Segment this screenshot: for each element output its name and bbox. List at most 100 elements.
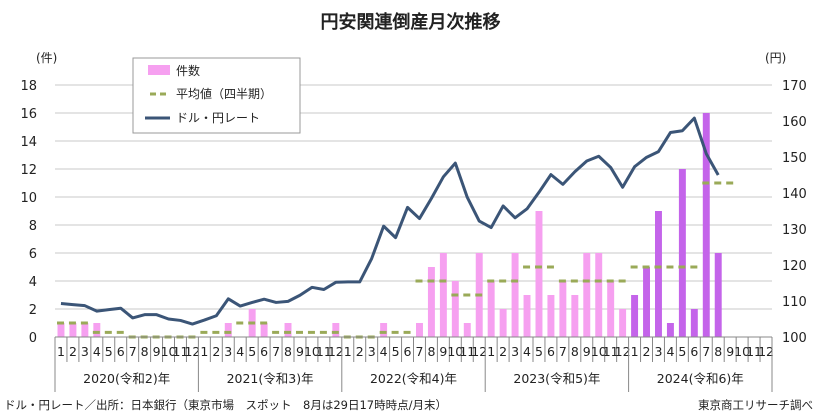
month-label: 11 [459, 344, 475, 359]
bar [463, 323, 471, 337]
y-left-tick-label: 2 [29, 303, 37, 318]
month-label: 6 [404, 344, 412, 359]
month-label: 3 [81, 344, 89, 359]
month-label: 11 [746, 344, 762, 359]
month-label: 7 [415, 344, 423, 359]
bar [81, 323, 89, 337]
month-label: 8 [284, 344, 292, 359]
bar [451, 281, 459, 337]
month-label: 6 [117, 344, 125, 359]
month-label: 2 [212, 344, 220, 359]
footer-credit: 東京商工リサーチ調べ [698, 398, 813, 412]
bar [547, 295, 555, 337]
month-label: 6 [260, 344, 268, 359]
y-right-tick-label: 160 [782, 115, 807, 130]
bar [631, 295, 639, 337]
y-right-tick-label: 100 [782, 331, 807, 346]
bar [427, 267, 435, 337]
month-label: 4 [666, 344, 674, 359]
y-right-tick-label: 140 [782, 187, 807, 202]
month-label: 9 [296, 344, 304, 359]
bar [93, 323, 101, 337]
month-label: 12 [758, 344, 774, 359]
bar [523, 295, 531, 337]
exchange-rate-line [60, 116, 720, 326]
month-label: 12 [615, 344, 631, 359]
bar [332, 323, 340, 337]
month-label: 3 [654, 344, 662, 359]
month-label: 10 [734, 344, 750, 359]
bar [380, 323, 388, 337]
month-label: 3 [511, 344, 519, 359]
y-right-unit: (円) [765, 51, 786, 65]
month-label: 3 [368, 344, 376, 359]
y-left-tick-label: 16 [20, 107, 37, 122]
bar [559, 281, 567, 337]
month-label: 5 [535, 344, 543, 359]
chart-title: 円安関連倒産月次推移 [320, 12, 501, 33]
bar [655, 211, 662, 337]
month-label: 9 [439, 344, 447, 359]
month-label: 6 [547, 344, 555, 359]
y-left-tick-label: 0 [29, 331, 37, 346]
bar [57, 323, 65, 337]
month-label: 8 [427, 344, 435, 359]
y-right-tick-label: 130 [782, 223, 807, 238]
bar [607, 281, 615, 337]
month-label: 1 [487, 344, 495, 359]
month-label: 7 [272, 344, 280, 359]
month-label: 4 [236, 344, 244, 359]
bar [439, 253, 447, 337]
month-label: 3 [224, 344, 232, 359]
year-label: 2020(令和2)年 [83, 371, 170, 386]
y-left-tick-label: 4 [29, 275, 37, 290]
bar [666, 323, 674, 337]
month-label: 12 [184, 344, 200, 359]
month-label: 1 [57, 344, 65, 359]
month-label: 8 [141, 344, 149, 359]
bar [416, 323, 423, 337]
bar [571, 295, 579, 337]
bar [511, 253, 519, 337]
y-left-tick-label: 12 [20, 163, 37, 178]
month-label: 4 [380, 344, 388, 359]
year-label: 2023(令和5)年 [513, 371, 600, 386]
y-left-tick-label: 14 [20, 135, 37, 150]
month-label: 5 [392, 344, 400, 359]
month-label: 10 [304, 344, 320, 359]
month-label: 10 [447, 344, 463, 359]
y-left-tick-label: 6 [29, 247, 37, 262]
month-label: 11 [316, 344, 332, 359]
bar [619, 309, 627, 337]
bar [678, 169, 686, 337]
bar [714, 253, 722, 337]
legend-bar-label: 件数 [176, 63, 200, 78]
month-label: 1 [344, 344, 352, 359]
month-label: 7 [129, 344, 137, 359]
year-label: 2022(令和4)年 [370, 371, 457, 386]
month-label: 12 [471, 344, 487, 359]
month-label: 6 [690, 344, 698, 359]
bar [69, 323, 77, 337]
month-label: 1 [631, 344, 639, 359]
month-label: 10 [161, 344, 177, 359]
bar [643, 267, 650, 337]
month-label: 2 [356, 344, 364, 359]
y-right-tick-label: 150 [782, 151, 807, 166]
month-label: 5 [248, 344, 256, 359]
month-label: 2 [69, 344, 77, 359]
bar [595, 253, 603, 337]
month-label: 8 [571, 344, 579, 359]
month-label: 11 [603, 344, 619, 359]
bar [224, 323, 232, 337]
month-label: 5 [678, 344, 686, 359]
year-label: 2021(令和3)年 [227, 371, 314, 386]
month-label: 2 [499, 344, 507, 359]
month-label: 10 [591, 344, 607, 359]
bar [690, 309, 698, 337]
month-label: 7 [559, 344, 567, 359]
y-right-tick-label: 170 [782, 79, 807, 94]
y-left-unit: (件) [36, 51, 57, 65]
bar [583, 253, 591, 337]
